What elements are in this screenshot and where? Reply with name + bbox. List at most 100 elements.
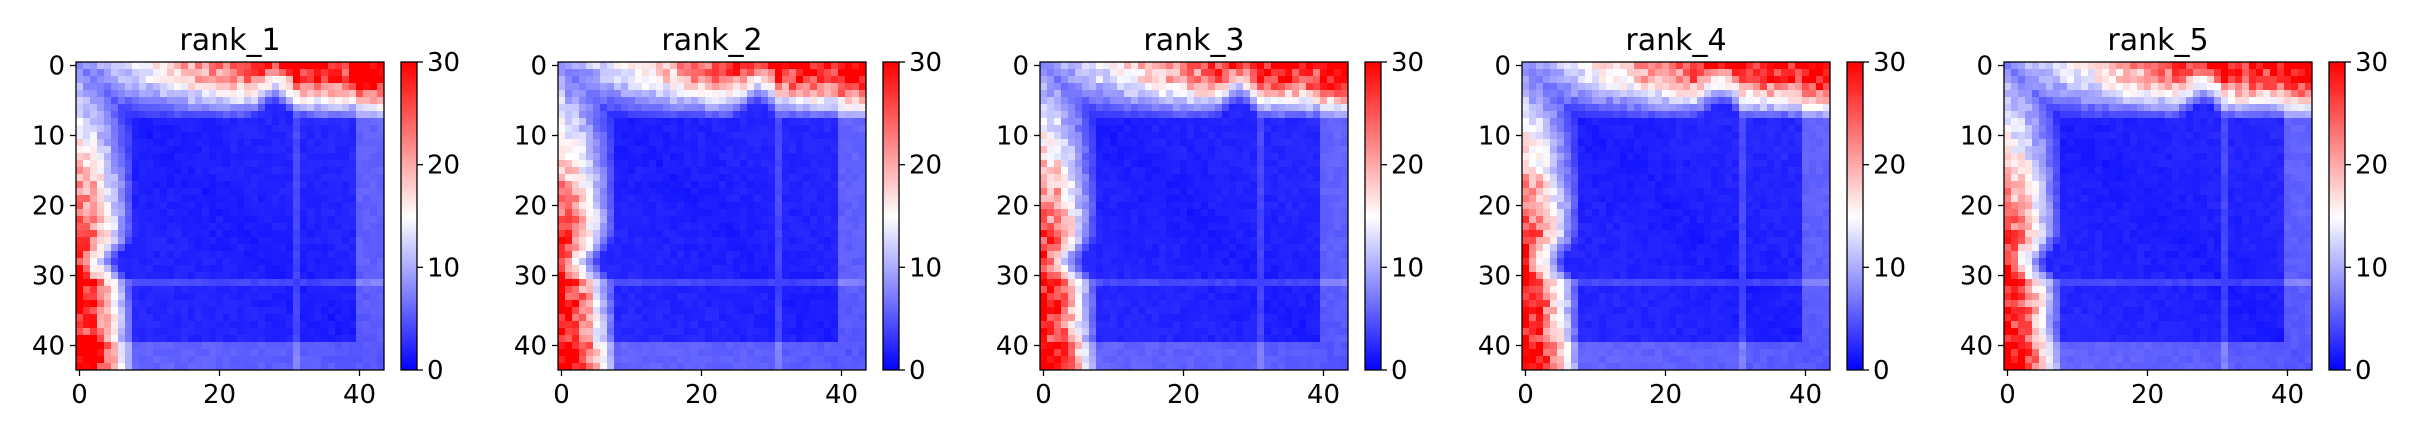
heatmap-cell <box>1243 132 1251 140</box>
heatmap-cell <box>97 139 105 147</box>
heatmap-cell <box>209 153 217 161</box>
heatmap-cell <box>726 286 734 294</box>
heatmap-cell <box>719 125 727 133</box>
heatmap-cell <box>824 174 832 182</box>
heatmap-cell <box>97 223 105 231</box>
heatmap-cell <box>279 76 287 84</box>
heatmap-cell <box>628 258 636 266</box>
heatmap-cell <box>279 125 287 133</box>
heatmap-cell <box>768 244 776 252</box>
heatmap-cell <box>635 314 643 322</box>
heatmap-cell <box>286 76 294 84</box>
heatmap-cell <box>1040 125 1048 133</box>
heatmap-cell <box>300 335 308 343</box>
heatmap-cell <box>293 153 301 161</box>
heatmap-cell <box>377 125 385 133</box>
heatmap-cell <box>125 216 133 224</box>
heatmap-cell <box>377 69 385 77</box>
heatmap-cell <box>558 265 566 273</box>
heatmap-cell <box>1334 118 1342 126</box>
heatmap-cell <box>1208 97 1216 105</box>
heatmap-cell <box>712 139 720 147</box>
heatmap-cell <box>607 111 615 119</box>
heatmap-cell <box>1096 132 1104 140</box>
heatmap-cell <box>181 258 189 266</box>
heatmap-cell <box>132 342 140 350</box>
heatmap-cell <box>593 160 601 168</box>
heatmap-cell <box>349 363 357 371</box>
heatmap-cell <box>258 167 266 175</box>
heatmap-cell <box>796 62 804 70</box>
heatmap-cell <box>321 244 329 252</box>
heatmap-cell <box>1327 139 1335 147</box>
heatmap-cell <box>1313 97 1321 105</box>
heatmap-cell <box>593 223 601 231</box>
heatmap-cell <box>76 118 84 126</box>
heatmap-cell <box>314 90 322 98</box>
heatmap-cell <box>782 188 790 196</box>
heatmap-cell <box>1159 83 1167 91</box>
heatmap-cell <box>1103 132 1111 140</box>
heatmap-cell <box>607 314 615 322</box>
heatmap-cell <box>111 237 119 245</box>
heatmap-cell <box>293 216 301 224</box>
heatmap-cell <box>719 279 727 287</box>
heatmap-cell <box>775 174 783 182</box>
heatmap-cell <box>803 223 811 231</box>
heatmap-cell <box>803 139 811 147</box>
heatmap-cell <box>635 293 643 301</box>
heatmap-cell <box>181 300 189 308</box>
heatmap-cell <box>663 293 671 301</box>
heatmap-cell <box>356 223 364 231</box>
heatmap-cell <box>328 181 336 189</box>
heatmap-cell <box>167 230 175 238</box>
heatmap-cell <box>747 76 755 84</box>
heatmap-cell <box>628 174 636 182</box>
heatmap-cell <box>1187 132 1195 140</box>
heatmap-cell <box>167 244 175 252</box>
heatmap-cell <box>258 202 266 210</box>
heatmap-cell <box>132 286 140 294</box>
heatmap-cell <box>251 251 259 259</box>
heatmap-cell <box>1110 139 1118 147</box>
heatmap-cell <box>817 216 825 224</box>
heatmap-cell <box>153 251 161 259</box>
heatmap-cell <box>607 328 615 336</box>
heatmap-cell <box>845 314 853 322</box>
heatmap-cell <box>670 139 678 147</box>
heatmap-cell <box>118 97 126 105</box>
heatmap-cell <box>810 153 818 161</box>
heatmap-cell <box>349 209 357 217</box>
heatmap-cell <box>314 69 322 77</box>
heatmap-cell <box>111 230 119 238</box>
heatmap-cell <box>1068 69 1076 77</box>
heatmap-cell <box>1145 90 1153 98</box>
colorbar-tick-label: 30 <box>427 48 460 78</box>
heatmap-cell <box>642 293 650 301</box>
heatmap-cell <box>824 146 832 154</box>
heatmap-cell <box>761 104 769 112</box>
heatmap-cell <box>859 335 867 343</box>
heatmap-cell <box>852 76 860 84</box>
heatmap-cell <box>817 174 825 182</box>
heatmap-cell <box>1215 62 1223 70</box>
colorbar-segment <box>883 293 899 297</box>
heatmap-cell <box>237 83 245 91</box>
heatmap-cell <box>789 90 797 98</box>
heatmap-cell <box>286 195 294 203</box>
heatmap-cell <box>83 195 91 203</box>
heatmap-cell <box>321 293 329 301</box>
heatmap-cell <box>565 209 573 217</box>
colorbar-segment <box>401 68 417 72</box>
heatmap-cell <box>642 160 650 168</box>
heatmap-cell <box>586 174 594 182</box>
heatmap-cell <box>1152 195 1160 203</box>
heatmap-cell <box>831 342 839 350</box>
heatmap-cell <box>579 314 587 322</box>
heatmap-cell <box>817 279 825 287</box>
heatmap-cell <box>293 146 301 154</box>
heatmap-cell <box>181 321 189 329</box>
heatmap-cell <box>307 132 315 140</box>
heatmap-cell <box>293 314 301 322</box>
heatmap-cell <box>726 237 734 245</box>
